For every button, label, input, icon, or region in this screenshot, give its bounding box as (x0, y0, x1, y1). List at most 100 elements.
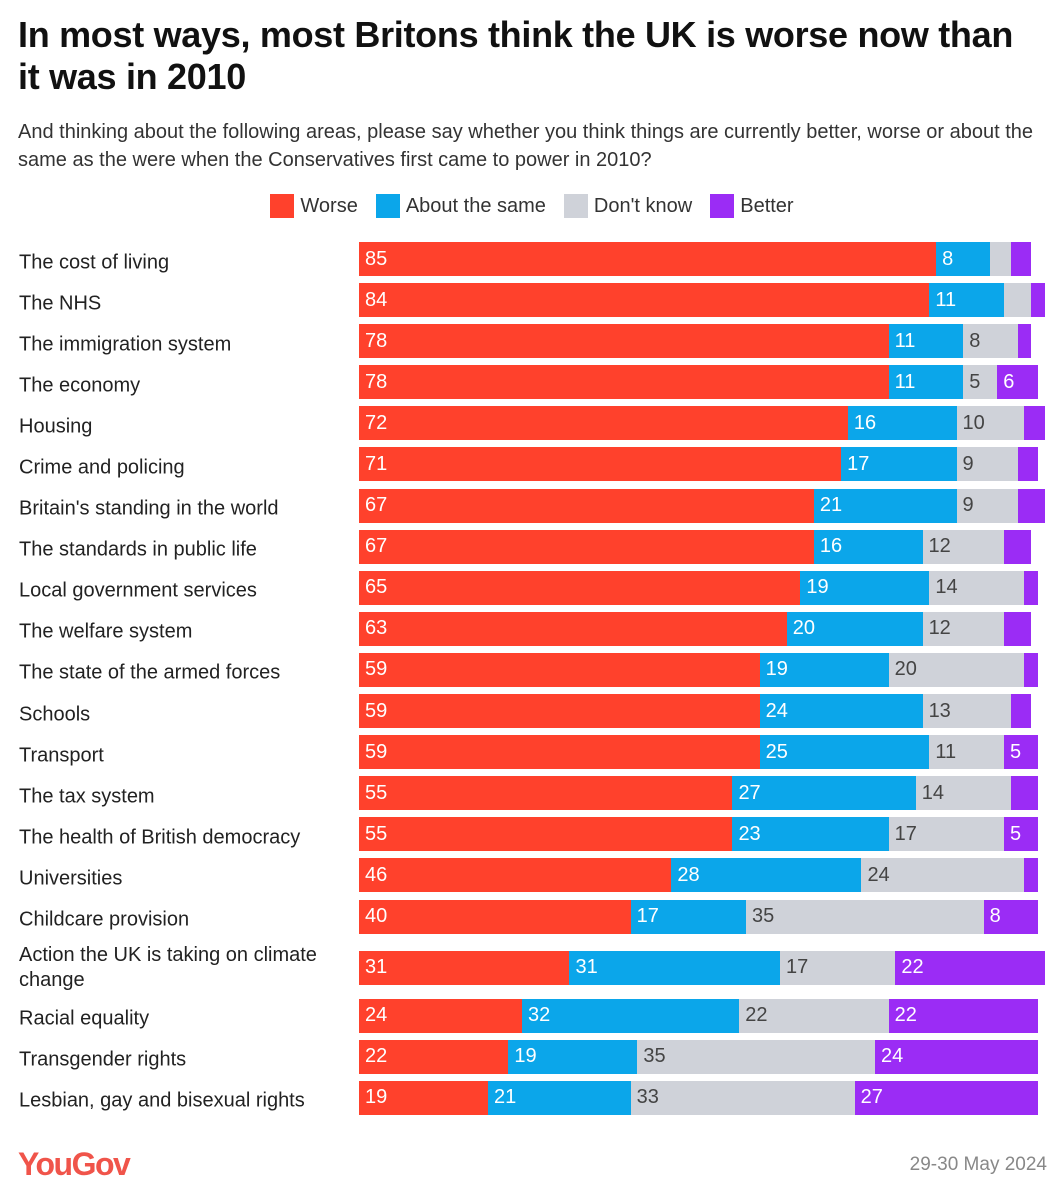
bar-segment-don-t-know: 13 (922, 694, 1011, 729)
data-label: 22 (365, 1045, 388, 1068)
data-label: 84 (365, 288, 388, 311)
data-label: 19 (514, 1045, 537, 1068)
category-label: Transport (19, 744, 104, 767)
category-label: Action the UK is taking on climate chang… (19, 943, 317, 991)
bar-segment-don-t-know: 22 (739, 998, 889, 1033)
bar-segment-worse: 24 (359, 998, 522, 1033)
data-label: 35 (752, 905, 775, 927)
data-label: 85 (365, 247, 388, 270)
data-label: 9 (962, 452, 974, 475)
bar-segment-better (1024, 570, 1038, 605)
bar-segment-about-the-same: 11 (888, 324, 964, 359)
data-label: 13 (928, 699, 951, 722)
bar-row: The NHS 84 11 (0, 283, 1064, 324)
bar-row: Local government services 65 19 14 (0, 570, 1064, 612)
legend-swatch (375, 194, 400, 218)
bar-segment-better: 22 (895, 950, 1045, 985)
bar-segment-about-the-same: 11 (888, 365, 964, 400)
category-label: The immigration system (19, 333, 232, 356)
bar-segment-about-the-same: 28 (671, 858, 862, 893)
bar-segment-worse: 46 (359, 858, 672, 893)
bar-segment-about-the-same: 16 (847, 406, 957, 441)
data-label: 35 (643, 1045, 666, 1068)
legend-label: About the same (405, 194, 546, 217)
data-label: 22 (745, 1004, 768, 1027)
bar-row: Childcare provision 40 17 35 8 (0, 899, 1064, 941)
bar-segment-worse: 85 (359, 242, 937, 276)
bar-segment-about-the-same: 31 (569, 950, 780, 985)
data-label: 12 (928, 617, 951, 640)
stacked-bar: 78 11 5 6 (359, 365, 1038, 400)
category-label: The cost of living (19, 251, 170, 274)
data-label: 31 (575, 956, 598, 979)
data-label: 33 (636, 1086, 659, 1109)
bar-segment-worse: 55 (359, 817, 733, 852)
data-label: 32 (527, 1004, 551, 1027)
data-label: 17 (785, 956, 809, 979)
bar-segment-better: 24 (875, 1039, 1038, 1074)
bar-segment-worse: 59 (359, 694, 760, 729)
legend-swatch (710, 194, 735, 218)
bar-segment-worse: 71 (359, 447, 842, 482)
bar-segment-better (1031, 283, 1045, 318)
bar-segment-about-the-same: 32 (521, 998, 740, 1033)
legend: Worse About the same Don't know Better (0, 194, 1064, 218)
bar-row: Transgender rights 22 19 35 24 (0, 1039, 1064, 1081)
stacked-bar: 31 31 17 22 (359, 950, 1045, 985)
stacked-bar: 46 28 24 (359, 858, 1038, 893)
bar-segment-worse: 59 (359, 735, 760, 770)
category-label: The tax system (19, 785, 155, 808)
bar-segment-about-the-same: 11 (929, 283, 1005, 318)
category-label: Racial equality (19, 1007, 150, 1030)
bar-segment-don-t-know: 35 (746, 899, 984, 934)
data-label: 78 (365, 329, 388, 352)
bar-segment-don-t-know: 14 (929, 570, 1025, 605)
legend-item: Worse (270, 194, 358, 218)
data-label: 19 (806, 576, 829, 599)
bar-segment-worse: 63 (359, 611, 787, 646)
bar-segment-better (1024, 406, 1045, 441)
data-label: 11 (935, 740, 957, 763)
bar-segment-worse: 55 (359, 776, 733, 811)
data-label: 11 (935, 288, 957, 311)
stacked-bar: 72 16 10 (359, 406, 1045, 441)
stacked-bar: 67 21 9 (359, 488, 1045, 523)
data-label: 24 (765, 699, 788, 722)
bar-row: Britain's standing in the world 67 21 9 (0, 488, 1064, 530)
data-label: 5 (969, 370, 981, 393)
data-label: 16 (819, 535, 843, 558)
data-label: 24 (365, 1004, 388, 1027)
category-label: Childcare provision (19, 908, 190, 931)
bar-segment-worse: 40 (359, 899, 631, 934)
bar-row: Action the UK is taking on climate chang… (0, 944, 1064, 999)
data-label: 8 (969, 329, 981, 352)
category-label: Housing (19, 415, 93, 438)
bar-segment-worse: 78 (359, 365, 889, 400)
bar-row: The welfare system 63 20 12 (0, 611, 1064, 653)
category-label: Universities (19, 867, 123, 890)
bar-segment-better: 5 (1004, 817, 1038, 852)
bar-row: Racial equality 24 32 22 22 (0, 998, 1064, 1040)
bar-segment-worse: 67 (359, 529, 814, 564)
bar-segment-about-the-same: 27 (732, 776, 916, 811)
data-label: 72 (365, 411, 388, 434)
bar-segment-don-t-know: 9 (956, 447, 1018, 482)
category-label: Lesbian, gay and bisexual rights (19, 1089, 305, 1112)
category-label: Schools (19, 703, 91, 726)
bar-segment-about-the-same: 19 (759, 652, 889, 687)
bar-segment-worse: 67 (359, 488, 814, 523)
bar-segment-better: 22 (888, 998, 1038, 1033)
legend-item: About the same (375, 194, 546, 218)
data-label: 21 (494, 1086, 517, 1109)
bar-segment-about-the-same: 19 (800, 570, 930, 605)
bar-row: Schools 59 24 13 (0, 694, 1064, 735)
stacked-bar: 84 11 (359, 283, 1045, 318)
data-label: 55 (365, 822, 388, 845)
data-label: 19 (365, 1086, 388, 1109)
stacked-bar: 85 8 (359, 242, 1032, 276)
data-label: 9 (962, 494, 974, 517)
stacked-bar: 78 11 8 (359, 324, 1032, 359)
bar-segment-about-the-same: 8 (936, 242, 991, 276)
data-label: 40 (365, 905, 388, 927)
data-label: 55 (365, 781, 388, 804)
